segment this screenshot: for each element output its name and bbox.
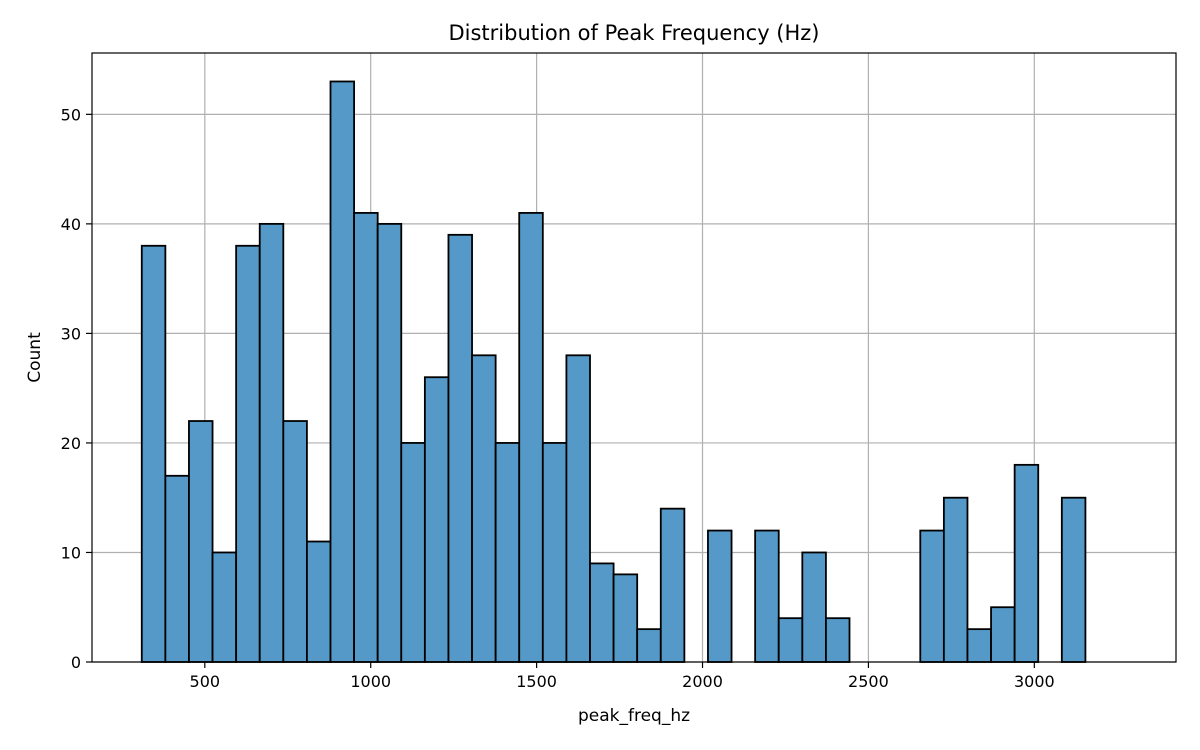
histogram-bar: [777, 617, 804, 663]
x-tick-label: 2500: [848, 672, 889, 691]
histogram-bar: [494, 442, 521, 663]
histogram-bar: [589, 562, 615, 663]
x-tick-label: 1500: [516, 672, 557, 691]
x-tick-label: 3000: [1014, 672, 1055, 691]
y-tick-label: 20: [61, 434, 81, 453]
plot-frame: [91, 52, 1177, 663]
histogram-bar: [211, 551, 238, 663]
histogram-bar: [376, 222, 403, 663]
x-axis-ticks: 500 1000 1500 2000 2500 3000: [190, 662, 1055, 691]
histogram-bar: [565, 354, 591, 663]
histogram-bar: [235, 244, 261, 663]
histogram-bar: [636, 628, 662, 663]
histogram-bar: [423, 376, 450, 663]
histogram-bar: [1013, 463, 1040, 663]
x-tick-label: 500: [190, 672, 221, 691]
histogram-bar: [518, 212, 544, 663]
histogram-bar: [188, 420, 214, 663]
y-tick-label: 0: [71, 653, 81, 672]
bars: [140, 80, 1087, 663]
histogram-bar: [329, 80, 355, 663]
histogram-bar: [801, 551, 827, 663]
histogram-bar: [471, 354, 497, 663]
y-axis-ticks: 0 10 20 30 40 50: [61, 105, 92, 672]
histogram-bar: [966, 628, 992, 663]
histogram-bar: [353, 212, 379, 663]
histogram-bar: [258, 222, 285, 663]
x-tick-label: 2000: [682, 672, 723, 691]
y-tick-label: 10: [61, 543, 81, 562]
histogram-bar: [612, 573, 639, 663]
histogram-bar: [707, 529, 733, 663]
histogram-bar: [825, 617, 851, 663]
x-tick-label: 1000: [350, 672, 391, 691]
histogram-bar: [659, 507, 686, 663]
histogram-bar: [919, 529, 945, 663]
histogram-bar: [990, 606, 1016, 663]
y-axis-title: Count: [25, 332, 45, 383]
y-tick-label: 30: [61, 324, 81, 343]
histogram-bar: [306, 540, 332, 663]
histogram-bar: [447, 233, 473, 663]
x-axis-title: peak_freq_hz: [578, 706, 690, 726]
histogram-bar: [754, 529, 780, 663]
histogram-bar: [282, 420, 308, 663]
histogram-bar: [140, 244, 167, 663]
histogram-bar: [1060, 496, 1087, 663]
histogram-bar: [164, 474, 190, 663]
histogram-bar: [541, 442, 568, 663]
y-tick-label: 40: [61, 215, 81, 234]
histogram-bar: [942, 496, 969, 663]
y-tick-label: 50: [61, 105, 81, 124]
histogram-bar: [400, 442, 426, 663]
chart-title: Distribution of Peak Frequency (Hz): [448, 21, 819, 45]
